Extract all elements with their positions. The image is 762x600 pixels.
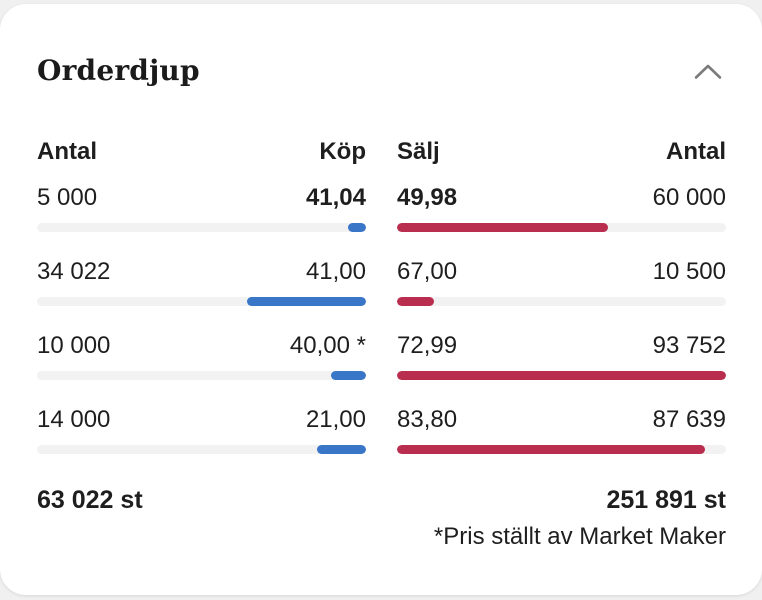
sell-price: 67,00 <box>397 258 458 285</box>
buy-price: 41,00 <box>305 258 366 285</box>
header-sell-qty: Antal <box>666 138 726 165</box>
buy-total: 63 022 st <box>37 486 143 514</box>
sell-price: 49,98 <box>397 184 458 211</box>
collapse-button[interactable] <box>690 59 726 84</box>
page-title: Orderdjup <box>37 54 200 87</box>
sell-total: 251 891 st <box>606 486 726 514</box>
order-depth-rows: 5 000 41,04 49,98 60 000 34 022 41,00 <box>37 185 726 454</box>
order-depth-row: 10 000 40,00 * 72,99 93 752 <box>37 333 726 380</box>
buy-volume-bar-fill <box>246 297 366 306</box>
sell-volume-bar <box>397 223 726 232</box>
buy-volume-bar <box>37 445 366 454</box>
sell-volume-bar <box>397 297 726 306</box>
buy-qty: 5 000 <box>37 184 98 211</box>
order-depth-row: 14 000 21,00 83,80 87 639 <box>37 407 726 454</box>
sell-qty: 60 000 <box>652 184 726 211</box>
sell-qty: 10 500 <box>652 258 726 285</box>
header-buy-qty: Antal <box>37 138 97 165</box>
card-header: Orderdjup <box>37 53 726 89</box>
sell-volume-bar-fill <box>397 297 434 306</box>
sell-volume-bar <box>397 445 726 454</box>
buy-qty: 10 000 <box>37 332 111 359</box>
buy-volume-bar-fill <box>330 371 366 380</box>
sell-volume-bar-fill <box>397 223 608 232</box>
buy-price: 40,00 * <box>289 332 366 359</box>
chevron-up-icon <box>694 63 722 80</box>
market-maker-footnote: *Pris ställt av Market Maker <box>433 523 726 550</box>
buy-volume-bar <box>37 371 366 380</box>
sell-volume-bar-fill <box>397 371 726 380</box>
buy-price: 21,00 <box>305 406 366 433</box>
sell-price: 83,80 <box>397 406 458 433</box>
header-sell-price: Sälj <box>397 138 440 165</box>
order-depth-card: Orderdjup Antal Köp Sälj Antal 5 000 41,… <box>0 4 762 595</box>
buy-volume-bar-fill <box>348 223 366 232</box>
header-buy-price: Köp <box>319 138 366 165</box>
sell-price: 72,99 <box>397 332 458 359</box>
sell-volume-bar-fill <box>397 445 705 454</box>
sell-qty: 93 752 <box>652 332 726 359</box>
buy-price: 41,04 <box>305 184 366 211</box>
order-depth-row: 34 022 41,00 67,00 10 500 <box>37 259 726 306</box>
sell-qty: 87 639 <box>652 406 726 433</box>
sell-volume-bar <box>397 371 726 380</box>
totals-row: 63 022 st 251 891 st <box>37 486 726 514</box>
buy-volume-bar <box>37 223 366 232</box>
buy-volume-bar <box>37 297 366 306</box>
buy-qty: 34 022 <box>37 258 111 285</box>
order-depth-column-headers: Antal Köp Sälj Antal <box>37 139 726 165</box>
order-depth-row: 5 000 41,04 49,98 60 000 <box>37 185 726 232</box>
buy-volume-bar-fill <box>316 445 366 454</box>
buy-qty: 14 000 <box>37 406 111 433</box>
